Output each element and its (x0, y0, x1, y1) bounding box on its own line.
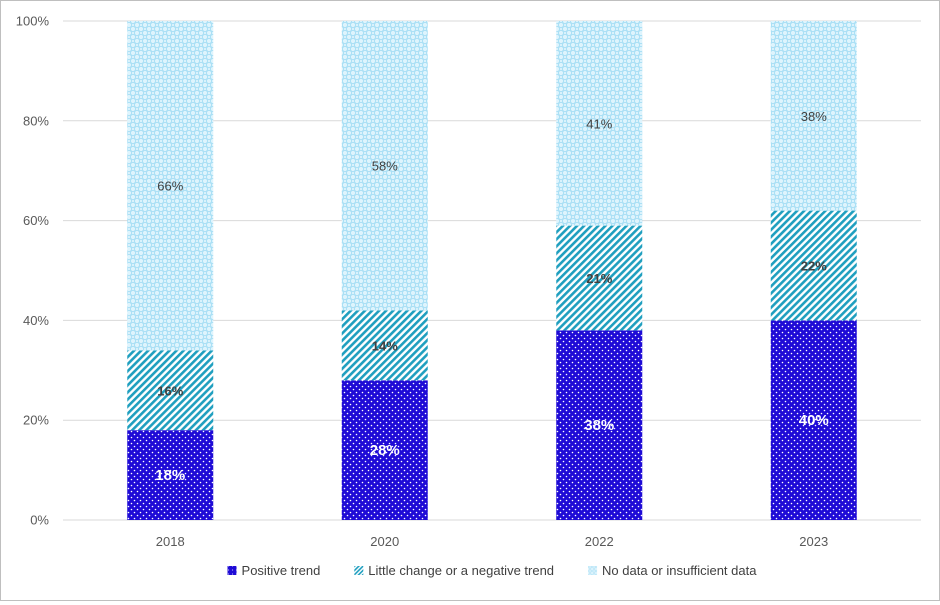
y-tick-label: 80% (23, 113, 49, 128)
y-axis-tick-labels: 0% 20% 40% 60% 80% 100% (16, 14, 50, 528)
bar-segment (127, 21, 214, 351)
data-labels: 18% 16% 66% 28% 14% 58% 38% 21% 41% 40% 22% 38% (155, 109, 829, 484)
x-tick-label: 2018 (156, 534, 185, 549)
bar-segment (770, 21, 857, 211)
bar-segment (770, 210, 857, 321)
bar-segment (127, 350, 214, 431)
legend-item: No data or insufficient data (588, 563, 757, 578)
bar-segment (341, 310, 428, 381)
bar-segment (127, 430, 214, 520)
bar-segment (341, 21, 428, 311)
x-axis-tick-labels: 2018 2020 2022 2023 (156, 534, 828, 549)
legend-label: No data or insufficient data (602, 563, 757, 578)
data-label: 14% (372, 338, 398, 353)
data-label: 41% (586, 116, 612, 131)
data-label: 16% (157, 383, 183, 398)
bar-segment (341, 380, 428, 520)
legend: Positive trend Little change or a negativ… (227, 563, 757, 578)
legend-label: Positive trend (242, 563, 321, 578)
y-tick-label: 20% (23, 413, 49, 428)
legend-item: Positive trend (227, 563, 321, 578)
y-tick-label: 40% (23, 313, 49, 328)
y-tick-label: 0% (30, 513, 49, 528)
x-tick-label: 2022 (585, 534, 614, 549)
y-tick-label: 60% (23, 213, 49, 228)
legend-label: Little change or a negative trend (368, 563, 554, 578)
legend-swatch (588, 566, 598, 575)
legend-swatch (354, 566, 364, 575)
bar-segment (556, 21, 643, 226)
bar-segment (556, 330, 643, 520)
bar-segment (556, 225, 643, 331)
y-tick-label: 100% (16, 14, 50, 29)
legend-swatch (227, 566, 237, 575)
data-label: 58% (372, 159, 398, 174)
legend-item: Little change or a negative trend (354, 563, 554, 578)
x-tick-label: 2020 (370, 534, 399, 549)
data-label: 28% (370, 442, 400, 459)
data-label: 21% (586, 271, 612, 286)
data-label: 66% (157, 179, 183, 194)
data-label: 40% (799, 412, 829, 429)
data-label: 22% (801, 259, 827, 274)
bars (127, 21, 857, 520)
data-label: 38% (801, 109, 827, 124)
bar-segment (770, 320, 857, 520)
data-label: 18% (155, 467, 185, 484)
data-label: 38% (584, 417, 614, 434)
x-tick-label: 2023 (799, 534, 828, 549)
